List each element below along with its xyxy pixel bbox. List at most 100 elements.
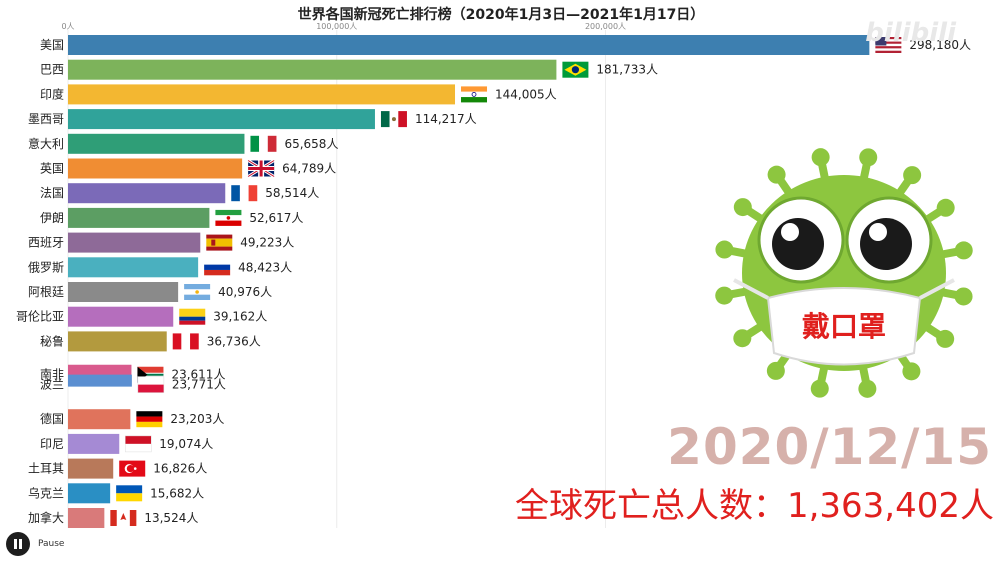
value-label: 114,217人 <box>415 112 477 126</box>
bar-row: 南非 23,611人 <box>40 364 225 383</box>
bar-row: 乌克兰 15,682人 <box>28 483 204 504</box>
bar <box>68 458 114 479</box>
category-label: 墨西哥 <box>28 112 64 126</box>
bar <box>68 508 105 529</box>
bar-row: 哥伦比亚 39,162人 <box>16 306 267 327</box>
value-label: 181,733人 <box>596 63 658 77</box>
bar <box>68 331 167 352</box>
pause-label: Pause <box>38 539 65 549</box>
value-label: 23,771人 <box>172 378 226 392</box>
category-label: 西班牙 <box>28 236 64 250</box>
value-label: 65,658人 <box>284 137 338 151</box>
category-label: 乌克兰 <box>28 485 64 500</box>
bar-row: 阿根廷 40,976人 <box>28 282 272 302</box>
italy-flag-icon <box>250 135 277 152</box>
bar <box>68 433 120 454</box>
category-label: 土耳其 <box>28 462 64 476</box>
colombia-flag-icon <box>179 308 206 325</box>
x-tick-label: 200,000人 <box>585 22 626 31</box>
bar <box>68 35 870 55</box>
value-label: 58,514人 <box>265 186 319 200</box>
value-label: 16,826人 <box>153 462 207 476</box>
france-flag-icon <box>231 185 258 202</box>
poland-flag-icon <box>137 376 165 393</box>
category-label: 印度 <box>40 86 64 101</box>
bar-row: 巴西 181,733人 <box>40 59 658 80</box>
x-tick-label: 0人 <box>61 22 74 31</box>
global-death-total-value: 1,363,402人 <box>786 486 994 526</box>
bar <box>68 364 132 377</box>
x-tick-label: 100,000人 <box>316 22 357 31</box>
bar <box>68 109 375 130</box>
watermark-logo: bilibili <box>865 18 956 48</box>
bar-row: 加拿大 13,524人 <box>28 508 198 529</box>
india-flag-icon <box>461 86 488 103</box>
category-label: 德国 <box>40 411 64 426</box>
category-label: 伊朗 <box>40 211 64 225</box>
bar-row: 土耳其 16,826人 <box>28 458 207 479</box>
category-label: 加拿大 <box>28 510 64 525</box>
current-date: 2020/12/15 <box>667 418 992 476</box>
bar-row: 法国 58,514人 <box>40 183 319 204</box>
value-label: 49,223人 <box>240 236 294 250</box>
bar <box>68 158 243 179</box>
iran-flag-icon <box>215 209 242 226</box>
category-label: 俄罗斯 <box>28 260 64 274</box>
bar-row: 英国 64,789人 <box>40 158 336 179</box>
category-label: 阿根廷 <box>28 285 64 299</box>
value-label: 19,074人 <box>159 437 213 451</box>
category-label: 秘鲁 <box>40 334 64 348</box>
bar-row: 俄罗斯 48,423人 <box>28 257 292 278</box>
global-death-total: 全球死亡总人数：1,363,402人 <box>515 478 994 527</box>
value-label: 48,423人 <box>238 260 292 274</box>
bar-row: 墨西哥 114,217人 <box>28 109 477 130</box>
bar-row: 意大利 65,658人 <box>28 133 338 154</box>
bar-row: 印尼 19,074人 <box>40 433 213 454</box>
global-death-total-label: 全球死亡总人数： <box>514 486 787 526</box>
bar <box>68 483 111 504</box>
value-label: 144,005人 <box>495 87 557 101</box>
chart-title: 世界各国新冠死亡排行榜（2020年1月3日—2021年1月17日） <box>297 7 705 23</box>
pause-button[interactable] <box>6 532 30 556</box>
peru-flag-icon <box>172 333 199 350</box>
pause-icon <box>14 539 17 549</box>
ukraine-flag-icon <box>116 485 143 502</box>
turkey-flag-icon <box>119 460 146 477</box>
category-label: 印尼 <box>40 437 64 451</box>
bar <box>68 257 199 278</box>
category-label: 法国 <box>40 186 64 200</box>
value-label: 36,736人 <box>207 334 261 348</box>
category-label: 意大利 <box>28 136 64 151</box>
value-label: 13,524人 <box>144 511 198 525</box>
bar-row: 波兰 23,771人 <box>40 374 226 393</box>
bar <box>68 183 226 204</box>
argentina-flag-icon <box>184 284 211 300</box>
category-label: 巴西 <box>40 63 64 77</box>
value-label: 23,203人 <box>170 412 224 426</box>
bar-row: 西班牙 49,223人 <box>28 232 294 253</box>
value-label: 15,682人 <box>150 486 204 500</box>
bar <box>68 59 557 80</box>
bar <box>68 374 132 387</box>
bar <box>68 207 210 228</box>
germany-flag-icon <box>136 411 163 428</box>
bar-row: 德国 23,203人 <box>40 409 224 430</box>
mexico-flag-icon <box>380 111 407 128</box>
us-flag-icon <box>875 37 902 53</box>
value-label: 23,611人 <box>171 368 225 382</box>
value-label: 298,180人 <box>909 38 971 52</box>
virus-mascot-icon: 戴口罩 <box>715 148 973 398</box>
bar <box>68 232 201 253</box>
spain-flag-icon <box>206 234 233 251</box>
canada-flag-icon <box>110 510 137 527</box>
bar <box>68 409 131 430</box>
value-label: 64,789人 <box>282 162 336 176</box>
uk-flag-icon <box>247 159 275 178</box>
russia-flag-icon <box>204 259 231 276</box>
value-label: 39,162人 <box>213 310 267 324</box>
bar-row: 秘鲁 36,736人 <box>40 331 261 352</box>
bar-row: 美国 298,180人 <box>40 35 971 55</box>
bar-row: 伊朗 52,617人 <box>40 207 303 228</box>
value-label: 40,976人 <box>218 285 272 299</box>
